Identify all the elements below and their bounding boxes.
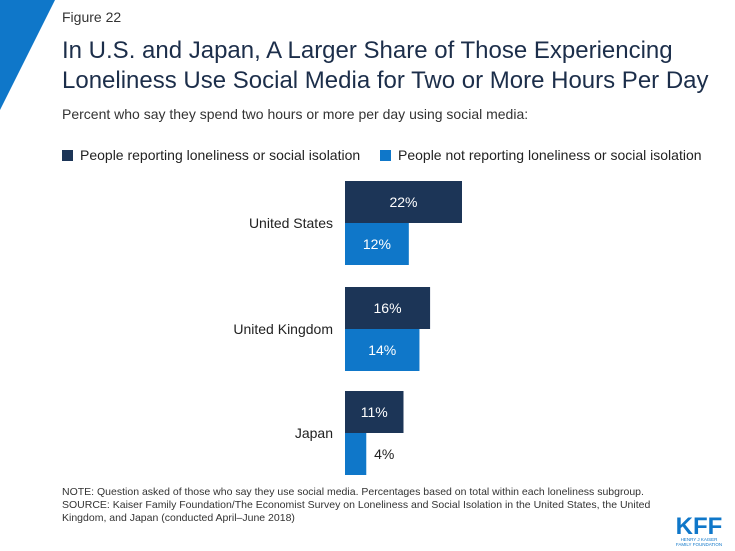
legend-item-not-lonely: People not reporting loneliness or socia… (380, 147, 702, 163)
cat-label-us: United States (249, 215, 333, 231)
legend-item-lonely: People reporting loneliness or social is… (62, 147, 360, 163)
corner-triangle (0, 0, 55, 110)
legend-label-lonely: People reporting loneliness or social is… (80, 147, 361, 163)
data-label-lonely-2: 11% (361, 404, 388, 420)
chart-title: In U.S. and Japan, A Larger Share of Tho… (62, 37, 709, 94)
data-label-lonely-1: 16% (374, 300, 402, 316)
data-label-lonely-0: 22% (389, 194, 417, 210)
logo-subtext-1: HENRY J KAISER (681, 537, 719, 542)
bar-lonely-0 (345, 181, 462, 223)
data-label-not-lonely-2: 4% (374, 446, 394, 462)
bar-lonely-2 (345, 391, 404, 433)
bar-not-lonely-0 (345, 223, 409, 265)
chart-subtitle: Percent who say they spend two hours or … (62, 106, 529, 122)
legend-label-not-lonely: People not reporting loneliness or socia… (398, 147, 702, 163)
footnote: NOTE: Question asked of those who say th… (62, 486, 662, 525)
bar-lonely-1 (345, 287, 431, 329)
data-label-not-lonely-1: 14% (368, 342, 396, 358)
bar-not-lonely-2 (345, 433, 367, 475)
source-text: SOURCE: Kaiser Family Foundation/The Eco… (62, 499, 651, 524)
data-label-not-lonely-0: 12% (363, 236, 391, 252)
legend-swatch-not-lonely (380, 149, 391, 161)
cat-label-japan: Japan (295, 425, 333, 441)
cat-label-uk: United Kingdom (233, 321, 333, 337)
bar-not-lonely-1 (345, 329, 420, 371)
logo-subtext-2: FAMILY FOUNDATION (676, 542, 722, 547)
legend-swatch-lonely (62, 149, 73, 161)
kff-logo: KFF HENRY J KAISER FAMILY FOUNDATION (676, 513, 723, 547)
logo-text: KFF (676, 513, 723, 540)
note-text: NOTE: Question asked of those who say th… (62, 486, 644, 498)
figure-label: Figure 22 (62, 9, 122, 25)
